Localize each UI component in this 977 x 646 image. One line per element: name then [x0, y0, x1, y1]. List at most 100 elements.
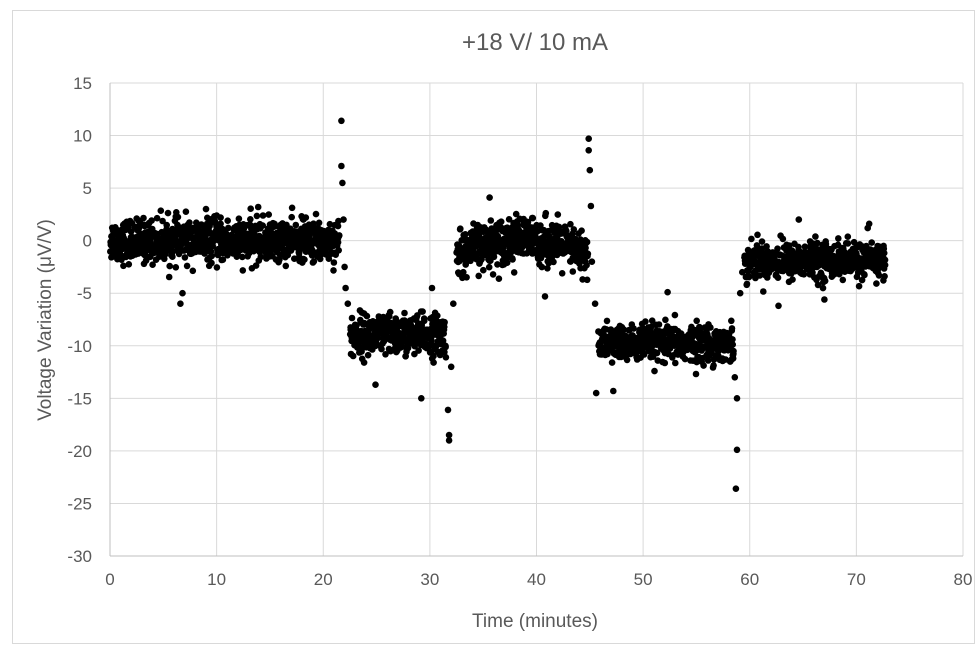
x-tick-label: 40 [527, 570, 546, 589]
data-point [253, 212, 261, 220]
data-point [340, 216, 347, 223]
data-point [653, 349, 661, 357]
data-point [733, 446, 741, 454]
data-point [774, 274, 782, 282]
data-point [610, 387, 617, 395]
data-point [360, 359, 368, 366]
data-point [157, 207, 165, 214]
data-point [310, 258, 318, 265]
data-point [149, 261, 156, 269]
data-point [661, 359, 669, 367]
data-point [839, 276, 847, 284]
data-point [169, 253, 176, 260]
data-point [475, 272, 483, 280]
data-point [177, 300, 184, 308]
data-point [710, 362, 717, 369]
x-tick-label: 0 [105, 570, 114, 589]
y-tick-label: 10 [73, 127, 92, 146]
data-point [202, 205, 210, 213]
data-point [570, 226, 578, 233]
data-point [208, 259, 215, 267]
data-point [247, 205, 254, 212]
data-point [460, 268, 467, 276]
data-point [745, 273, 753, 281]
data-point [224, 217, 231, 224]
data-point [620, 326, 628, 333]
data-point [288, 213, 296, 221]
data-point [728, 317, 735, 325]
data-point [789, 276, 796, 283]
y-tick-label: -15 [67, 389, 92, 408]
data-point [585, 147, 592, 154]
data-point [235, 215, 243, 222]
data-point [546, 233, 553, 240]
data-point [672, 359, 679, 367]
data-point [728, 325, 736, 332]
data-point [858, 276, 866, 284]
data-point [480, 266, 487, 274]
data-point [814, 239, 821, 247]
data-point [439, 337, 447, 345]
data-point [880, 249, 888, 257]
data-point [457, 225, 464, 232]
data-point [881, 261, 889, 269]
data-point [487, 217, 495, 224]
data-point [505, 216, 513, 223]
data-point [378, 345, 385, 353]
data-point [463, 274, 470, 281]
data-point [163, 221, 170, 229]
data-point [873, 280, 880, 287]
data-point [865, 220, 873, 228]
data-point [239, 253, 246, 261]
data-point [844, 240, 852, 247]
data-point [855, 282, 863, 290]
chart-container [12, 10, 975, 644]
data-point [415, 347, 422, 354]
data-point [209, 242, 216, 250]
data-point [760, 288, 767, 295]
x-tick-label: 50 [634, 570, 653, 589]
data-point [219, 256, 227, 264]
data-point [586, 166, 594, 174]
data-point [591, 300, 599, 308]
data-point [844, 233, 852, 240]
x-tick-label: 70 [847, 570, 866, 589]
data-point [588, 258, 596, 266]
data-point [174, 213, 182, 221]
data-point [421, 317, 428, 325]
data-point [342, 284, 349, 292]
data-point [302, 214, 310, 221]
data-point [529, 214, 537, 222]
y-tick-label: -5 [77, 284, 92, 303]
data-point [739, 268, 746, 276]
data-point [582, 244, 589, 252]
data-point [756, 272, 763, 279]
data-point [372, 381, 379, 389]
data-point [386, 308, 394, 316]
data-point [795, 246, 802, 254]
data-point [603, 317, 611, 325]
data-point [569, 268, 577, 275]
y-tick-label: 0 [83, 232, 92, 251]
data-point [592, 389, 600, 397]
data-point [179, 289, 186, 297]
data-point [364, 351, 372, 359]
data-point [339, 179, 346, 187]
data-point [265, 211, 273, 218]
data-point [315, 219, 323, 227]
data-point [707, 324, 714, 331]
data-point [148, 217, 155, 224]
data-point [814, 281, 822, 289]
data-point [748, 235, 755, 243]
data-point [584, 250, 592, 258]
data-point [217, 214, 224, 221]
data-point [775, 302, 782, 310]
data-point [165, 273, 173, 281]
data-point [259, 222, 267, 229]
data-point [213, 264, 221, 271]
data-point [316, 255, 324, 263]
data-point [758, 238, 766, 245]
data-point [730, 347, 737, 355]
data-point [349, 352, 357, 360]
